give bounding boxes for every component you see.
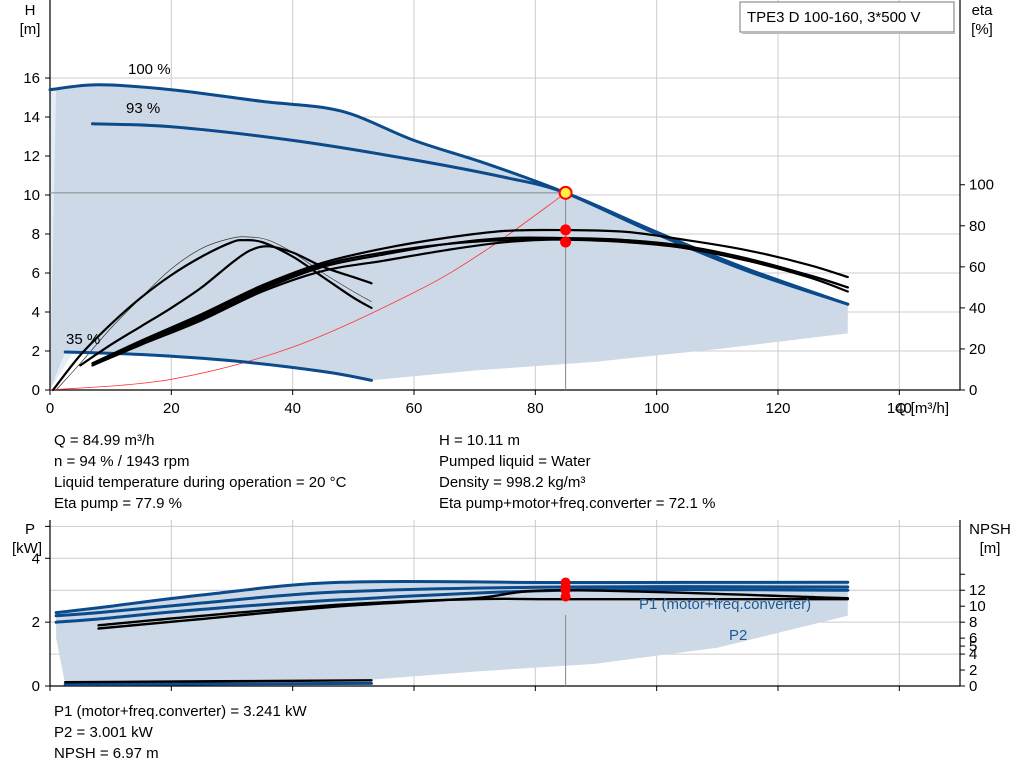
speed-label-0: 100 % [128, 61, 171, 78]
top-x-tick-label-3: 60 [406, 400, 423, 417]
top-yl-tick-label-8: 16 [23, 70, 40, 87]
top-yl-tick-label-7: 14 [23, 109, 40, 126]
info-flow: Q = 84.99 m³/h [54, 432, 155, 449]
qh-curve-0 [48, 83, 850, 306]
info-bottom: P1 (motor+freq.converter) = 3.241 kW P2 … [54, 701, 307, 764]
bottom-yl-tick-label-0: 0 [32, 678, 40, 695]
top-x-tick-label-4: 80 [527, 400, 544, 417]
system-curve [49, 192, 566, 391]
p1-curve-label: P1 (motor+freq.converter) [639, 596, 811, 613]
power-p2-curve-4 [97, 597, 849, 627]
bottom-yr-tick-label-7: 12 [969, 582, 986, 599]
top-yl-tick-label-6: 12 [23, 148, 40, 165]
bottom-y-left-label-2: [kW] [12, 540, 42, 557]
eta-duty-point-1 [560, 236, 572, 248]
top-x-tick-label-1: 20 [163, 400, 180, 417]
p2-curve-label: P2 [729, 627, 747, 644]
eta-curve-4 [79, 245, 373, 367]
eta-curve-3 [51, 239, 373, 392]
top-yl-tick-label-1: 2 [32, 343, 40, 360]
top-x-tick-label-2: 40 [284, 400, 301, 417]
bottom-y-right-label-1: NPSH [969, 521, 1011, 538]
top-x-tick-label-0: 0 [46, 400, 54, 417]
eta-curve-7 [91, 228, 849, 365]
bottom-yr-tick-label-6: 10 [969, 598, 986, 615]
top-y-left-label-1: H [25, 2, 36, 19]
speed-label-1: 93 % [126, 100, 160, 117]
top-yl-tick-label-0: 0 [32, 382, 40, 399]
bottom-yl-tick-label-2: 4 [32, 550, 40, 567]
info-speed: n = 94 % / 1943 rpm [54, 453, 190, 470]
info-p1: P1 (motor+freq.converter) = 3.241 kW [54, 703, 307, 720]
power-p2-curve-6 [64, 679, 373, 684]
qh-curve-1 [91, 122, 850, 306]
top-yl-tick-label-2: 4 [32, 304, 40, 321]
top-yr-tick-label-3: 60 [969, 259, 986, 276]
info-p2: P2 = 3.001 kW [54, 724, 153, 741]
info-pumped-liquid: Pumped liquid = Water [439, 453, 591, 470]
info-density: Density = 998.2 kg/m³ [439, 474, 586, 491]
info-top-right: H = 10.11 m Pumped liquid = Water Densit… [439, 430, 715, 514]
bottom-yl-tick-label-1: 2 [32, 614, 40, 631]
top-yr-tick-label-2: 40 [969, 300, 986, 317]
top-yl-tick-label-5: 10 [23, 187, 40, 204]
bottom-yr-tick-label-3: 5 [969, 638, 977, 655]
title-box [739, 1, 955, 33]
info-eta-pump: Eta pump = 77.9 % [54, 495, 182, 512]
top-x-axis-label: Q [m³/h] [895, 400, 949, 417]
eta-curve-thin [55, 236, 372, 391]
top-y-right-label-2: [%] [971, 21, 993, 38]
top-yr-tick-label-5: 100 [969, 177, 994, 194]
bottom-y-left-label-1: P [25, 521, 35, 538]
bottom-yr-tick-label-5: 8 [969, 614, 977, 631]
bottom-yr-tick-label-4: 6 [969, 630, 977, 647]
power-p1-curve-2 [54, 587, 850, 624]
eta-duty-point-0 [560, 224, 572, 236]
bottom-envelope [56, 581, 848, 685]
bottom-yr-tick-label-0: 0 [969, 678, 977, 695]
speed-label-2: 35 % [66, 331, 100, 348]
top-x-tick-label-5: 100 [644, 400, 669, 417]
power-duty-point-3 [560, 591, 571, 602]
info-liquid-temperature: Liquid temperature during operation = 20… [54, 474, 347, 491]
top-yl-tick-label-4: 8 [32, 226, 40, 243]
power-p1-curve-0 [54, 579, 850, 615]
bottom-yr-tick-label-1: 2 [969, 662, 977, 679]
top-yl-tick-label-3: 6 [32, 265, 40, 282]
info-head: H = 10.11 m [439, 432, 521, 449]
info-npsh: NPSH = 6.97 m [54, 745, 159, 762]
top-x-tick-label-6: 120 [765, 400, 790, 417]
top-yr-tick-label-0: 0 [969, 382, 977, 399]
top-yr-tick-label-4: 80 [969, 218, 986, 235]
bottom-yr-tick-label-2: 4 [969, 646, 977, 663]
power-p1-curve-5 [63, 681, 373, 686]
top-y-right-label-1: eta [972, 2, 994, 19]
top-y-left-label-2: [m] [20, 21, 41, 38]
power-p1-curve-1 [54, 585, 850, 618]
top-yr-tick-label-1: 20 [969, 341, 986, 358]
info-top-left: Q = 84.99 m³/h n = 94 % / 1943 rpm Liqui… [54, 430, 346, 514]
eta-curve-5 [91, 237, 849, 367]
eta-curve-8 [91, 238, 849, 365]
title-box-text: TPE3 D 100-160, 3*500 V [747, 9, 920, 26]
info-eta-total: Eta pump+motor+freq.converter = 72.1 % [439, 495, 716, 512]
bottom-y-right-label-2: [m] [980, 540, 1001, 557]
top-x-tick-label-7: 140 [887, 400, 912, 417]
head-duty-point [558, 185, 573, 200]
